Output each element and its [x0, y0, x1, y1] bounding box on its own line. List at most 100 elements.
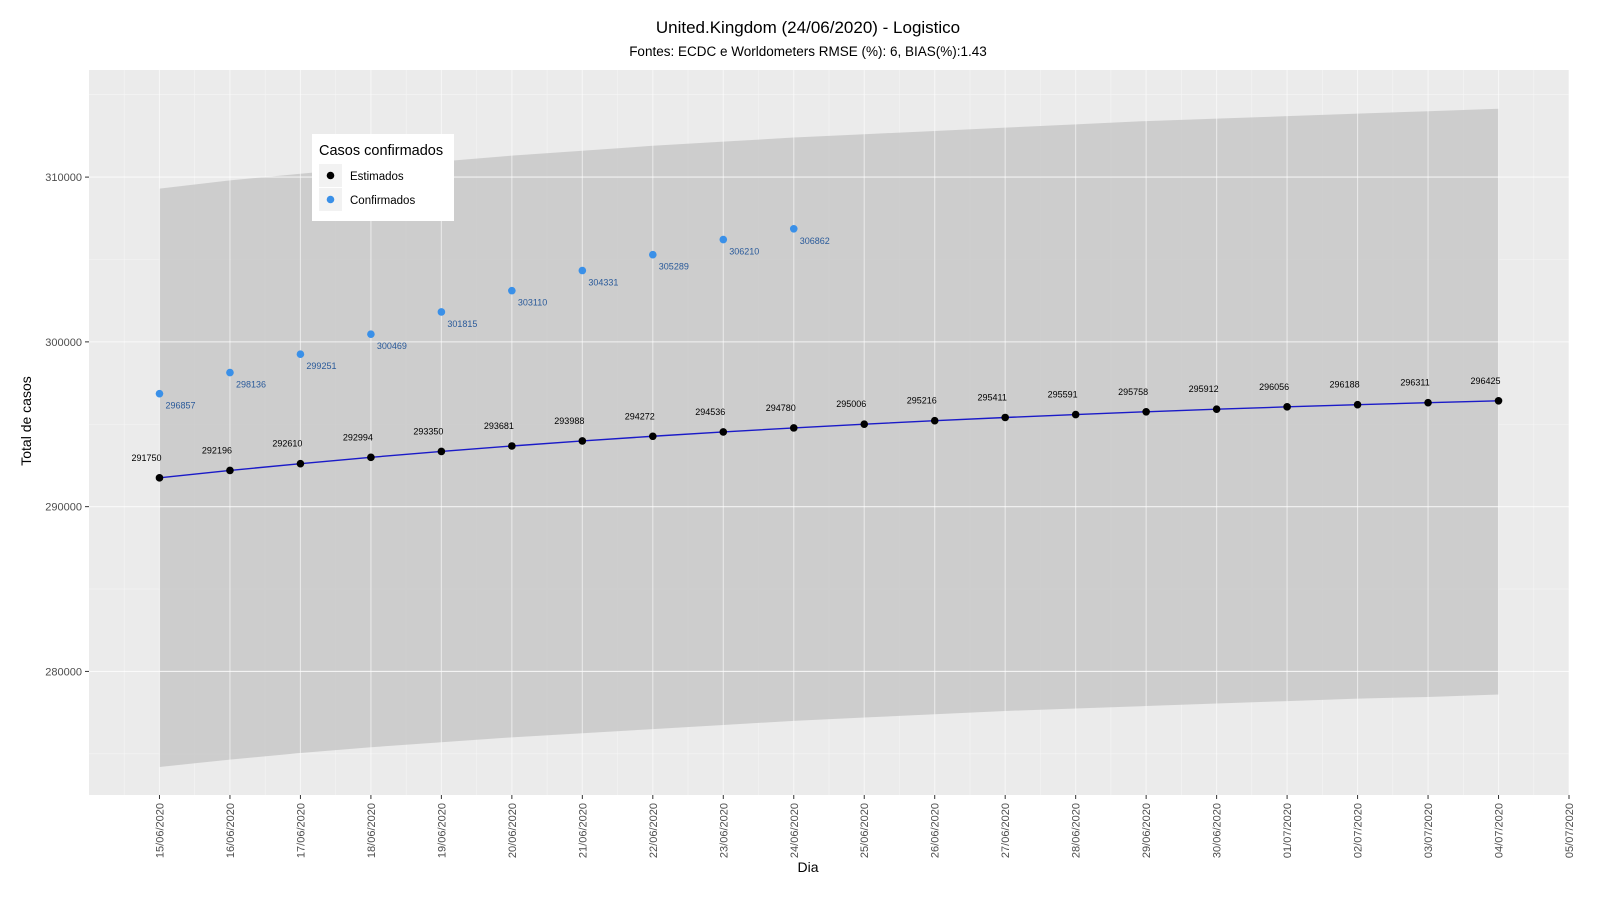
x-tick-label: 21/06/2020	[577, 803, 589, 858]
chart-title: United.Kingdom (24/06/2020) - Logistico	[656, 18, 960, 37]
estimados-point	[1142, 407, 1150, 416]
x-tick-label: 27/06/2020	[1000, 803, 1012, 858]
legend-title: Casos confirmados	[319, 143, 443, 159]
confirmados-data-label: 300469	[377, 341, 407, 351]
confirmados-point	[296, 350, 305, 359]
estimated-line-group	[159, 400, 1499, 479]
confirmados-data-label: 299251	[306, 361, 336, 371]
confidence-ribbon-group	[159, 108, 1499, 767]
confirmados-point	[719, 235, 728, 244]
estimados-data-label: 295591	[1048, 390, 1078, 400]
legend-entry-label: Estimados	[350, 171, 404, 183]
legend-key-point	[326, 171, 335, 180]
y-tick-label: 310000	[45, 172, 82, 184]
estimados-point	[437, 447, 446, 456]
x-tick-label: 16/06/2020	[225, 803, 237, 858]
estimados-data-label: 296056	[1259, 382, 1289, 392]
y-tick-label: 280000	[45, 666, 82, 678]
estimados-data-label: 292196	[202, 445, 232, 455]
data-labels-group: 291750 292196 292610 292994 293350 293681 2939…	[131, 236, 1500, 463]
x-tick-label: 02/07/2020	[1353, 803, 1365, 858]
x-tick-label: 20/06/2020	[507, 803, 519, 858]
x-tick-label: 22/06/2020	[648, 803, 660, 858]
estimados-data-label: 296311	[1400, 378, 1429, 388]
y-axis-label: Total de casos	[18, 376, 34, 466]
estimados-data-label: 294536	[695, 407, 725, 417]
confirmados-point	[789, 225, 798, 233]
estimados-data-label: 296188	[1330, 380, 1360, 390]
x-tick-label: 03/07/2020	[1423, 803, 1435, 858]
estimados-data-label: 292994	[343, 432, 373, 442]
confirmados-point	[155, 389, 164, 398]
estimados-point	[296, 459, 305, 468]
x-tick-label: 24/06/2020	[789, 803, 801, 858]
confirmados-point	[508, 286, 516, 295]
estimados-point	[508, 442, 516, 450]
x-tick-label: 05/07/2020	[1564, 803, 1576, 858]
estimados-data-label: 293988	[554, 416, 584, 426]
confirmados-data-label: 296857	[165, 401, 195, 411]
confirmados-data-label: 298136	[236, 380, 266, 390]
estimados-data-label: 292610	[272, 439, 302, 449]
legend-entry-label: Confirmados	[350, 195, 415, 207]
estimados-data-label: 293350	[413, 426, 443, 436]
points-group	[155, 225, 1503, 482]
confirmados-data-label: 304331	[588, 278, 618, 288]
estimados-point	[860, 420, 869, 428]
estimados-data-label: 295912	[1189, 384, 1219, 394]
confirmados-data-label: 306210	[729, 247, 759, 257]
estimados-data-label: 295216	[907, 396, 937, 406]
legend: Casos confirmados Estimados Confirmados	[312, 134, 454, 221]
confirmados-data-label: 306862	[800, 236, 830, 246]
estimados-data-label: 294272	[625, 411, 655, 421]
x-tick-label: 15/06/2020	[154, 803, 166, 858]
estimados-point	[719, 428, 728, 436]
x-tick-label: 28/06/2020	[1071, 803, 1083, 858]
estimados-point	[930, 416, 939, 425]
estimados-point	[1424, 398, 1432, 407]
confirmados-data-label: 305289	[659, 262, 689, 272]
estimados-point	[1212, 405, 1221, 414]
estimados-data-label: 295006	[836, 399, 866, 409]
estimados-point	[1283, 403, 1291, 411]
confirmados-point	[226, 368, 234, 377]
confirmados-point	[578, 266, 587, 275]
legend-key-point	[326, 195, 335, 204]
estimados-data-label: 293681	[484, 421, 514, 431]
estimados-point	[367, 453, 375, 462]
x-tick-label: 18/06/2020	[366, 803, 378, 858]
chart-subtitle: Fontes: ECDC e Worldometers RMSE (%): 6,…	[629, 44, 987, 59]
estimados-point	[1353, 400, 1362, 409]
estimados-data-label: 295411	[978, 392, 1007, 402]
confirmados-data-label: 301815	[447, 319, 477, 329]
x-tick-label: 01/07/2020	[1282, 803, 1294, 858]
estimados-point	[649, 432, 657, 441]
estimados-point	[789, 424, 798, 432]
x-tick-label: 29/06/2020	[1141, 803, 1153, 858]
estimados-point	[578, 437, 587, 445]
estimados-point	[226, 466, 234, 475]
x-tick-label: 04/07/2020	[1494, 803, 1506, 858]
major-gridlines	[89, 70, 1570, 795]
y-tick-label: 300000	[45, 337, 82, 349]
confirmados-point	[367, 330, 375, 338]
estimados-data-label: 295758	[1118, 387, 1148, 397]
estimados-data-label: 291750	[131, 453, 161, 463]
x-tick-label: 23/06/2020	[718, 803, 730, 858]
estimados-data-label: 294780	[766, 403, 796, 413]
estimados-line	[159, 400, 1499, 479]
confirmados-data-label: 303110	[518, 298, 547, 308]
x-tick-label: 19/06/2020	[436, 803, 448, 858]
x-tick-label: 25/06/2020	[859, 803, 871, 858]
confidence-ribbon	[159, 108, 1499, 767]
estimados-point	[1001, 413, 1009, 422]
y-tick-label: 290000	[45, 502, 82, 514]
x-tick-label: 30/06/2020	[1212, 803, 1224, 858]
x-tick-label: 26/06/2020	[930, 803, 942, 858]
x-axis-label: Dia	[797, 859, 818, 875]
estimados-point	[155, 474, 164, 482]
axes-group: 280000 290000 300000 310000 15/06/2020 16/06/…	[45, 172, 1576, 858]
estimados-data-label: 296425	[1471, 376, 1501, 386]
